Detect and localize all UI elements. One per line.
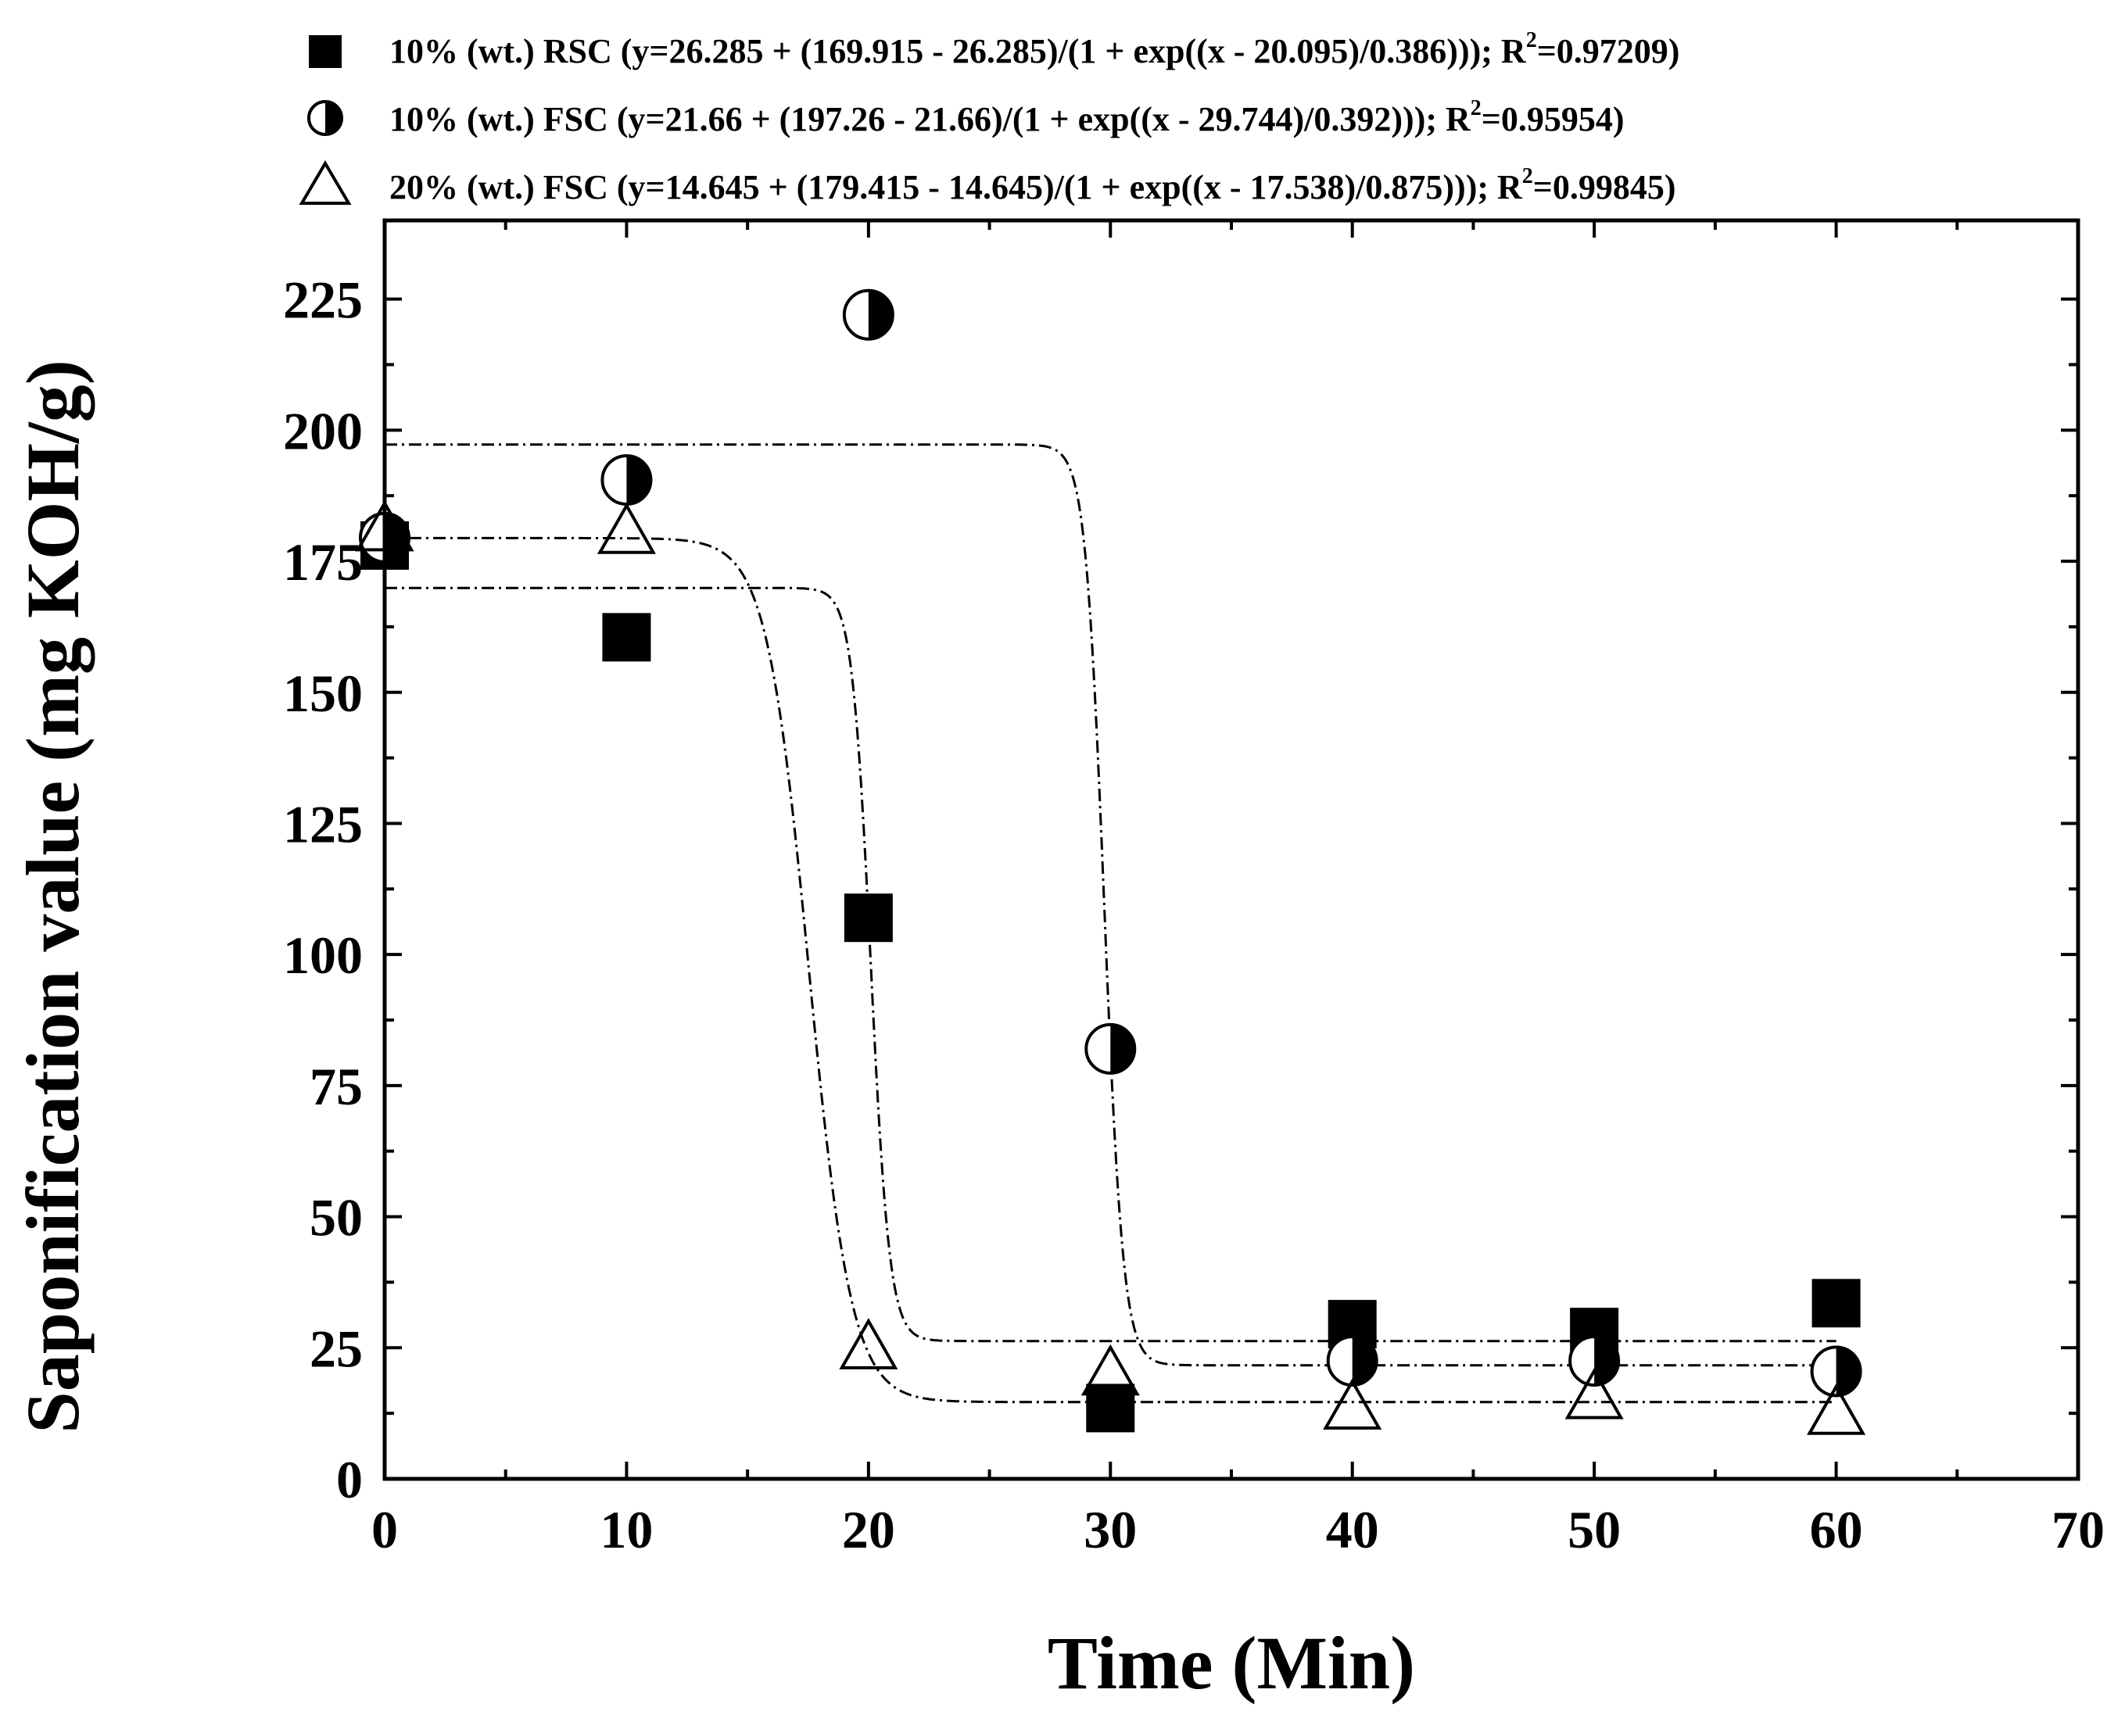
legend-entry-rsc: 10% (wt.) RSC (y=26.285 + (169.915 - 26.…: [309, 28, 1679, 70]
legend-series-name-fsc20: 20% (wt.) FSC: [389, 168, 608, 206]
x-tick-label-60: 60: [1810, 1500, 1863, 1559]
data-point-s2-3-ring: [1084, 1022, 1137, 1075]
legend-label-fsc10: 10% (wt.) FSC (y=21.66 + (197.26 - 21.66…: [389, 96, 1625, 138]
data-point-s1-6: [1811, 1279, 1861, 1328]
data-point-s3-1: [597, 503, 656, 554]
legend-series-name-rsc: 10% (wt.) RSC: [389, 32, 612, 70]
data-point-s1-2: [844, 893, 893, 943]
data-point-s2-4-ring: [1326, 1335, 1378, 1387]
y-tick-label-125: 125: [283, 794, 363, 854]
legend-marker-filled-square: [309, 35, 342, 68]
legend: 10% (wt.) RSC (y=26.285 + (169.915 - 26.…: [299, 28, 1679, 206]
data-points: [355, 288, 1866, 1435]
y-tick-label-225: 225: [283, 270, 363, 330]
y-tick-label-175: 175: [283, 532, 363, 592]
fit-curve-1: [385, 586, 1837, 1343]
y-tick-label-150: 150: [283, 664, 363, 723]
data-point-s3-2: [839, 1318, 898, 1369]
data-point-s2-4-half: [1352, 1337, 1377, 1386]
data-point-s2-3-half: [1110, 1024, 1135, 1073]
legend-r2-fsc10: =0.95954): [1482, 100, 1625, 138]
legend-label-fsc20: 20% (wt.) FSC (y=14.645 + (179.415 - 14.…: [389, 164, 1676, 206]
x-tick-label-50: 50: [1568, 1500, 1621, 1559]
x-tick-label-30: 30: [1084, 1500, 1137, 1559]
data-point-s1-3: [1086, 1383, 1135, 1433]
data-point-s2-2: [842, 288, 894, 341]
data-point-s2-6-ring: [1810, 1345, 1862, 1398]
data-point-s2-5-ring: [1568, 1335, 1621, 1387]
legend-r2-fsc20: =0.99845): [1533, 168, 1676, 206]
y-tick-label-100: 100: [283, 925, 363, 985]
legend-series-name-fsc10: 10% (wt.) FSC: [389, 100, 608, 138]
x-tick-label-70: 70: [2052, 1500, 2105, 1559]
legend-entry-fsc20: 20% (wt.) FSC (y=14.645 + (179.415 - 14.…: [299, 160, 1676, 206]
data-point-s3-5: [1564, 1367, 1624, 1419]
x-tick-label-10: 10: [600, 1500, 653, 1559]
data-point-s2-1: [600, 454, 653, 506]
y-tick-label-50: 50: [310, 1188, 363, 1247]
legend-label-rsc: 10% (wt.) RSC (y=26.285 + (169.915 - 26.…: [389, 28, 1679, 70]
y-tick-label-25: 25: [310, 1319, 363, 1378]
x-tick-label-20: 20: [842, 1500, 895, 1559]
data-point-s2-4: [1326, 1335, 1378, 1387]
fit-curves: [385, 443, 1837, 1404]
x-tick-label-40: 40: [1326, 1500, 1379, 1559]
data-point-s3-4: [1323, 1378, 1382, 1430]
x-tick-label-0: 0: [371, 1500, 398, 1559]
data-point-s2-2-half: [868, 290, 893, 339]
y-tick-label-75: 75: [310, 1057, 363, 1116]
data-point-s2-5: [1568, 1335, 1621, 1387]
data-point-s2-6: [1810, 1345, 1862, 1398]
y-tick-label-0: 0: [336, 1450, 363, 1509]
x-axis-title: Time (Min): [1048, 1621, 1415, 1705]
y-axis-title: Saponification value (mg KOH/g): [11, 360, 95, 1433]
data-point-s3-6: [1807, 1383, 1866, 1435]
data-point-s2-6-half: [1836, 1347, 1861, 1396]
axes: 0 10 20 30 40 50 60 70 0 25 50 75 100 125 150 175 200 225: [283, 218, 2105, 1559]
legend-equation-fsc10: (y=21.66 + (197.26 - 21.66)/(1 + exp((x …: [617, 100, 1471, 138]
legend-equation-rsc: (y=26.285 + (169.915 - 26.285)/(1 + exp(…: [621, 32, 1527, 70]
fit-curve-2: [385, 443, 1837, 1367]
y-tick-label-200: 200: [283, 401, 363, 460]
legend-marker-half-filled-circle: [307, 100, 343, 136]
data-point-s2-5-half: [1594, 1337, 1619, 1386]
data-point-s2-1-half: [626, 456, 651, 505]
data-point-s2-2-ring: [842, 288, 894, 341]
legend-marker-open-triangle: [299, 160, 352, 205]
legend-entry-fsc10: 10% (wt.) FSC (y=21.66 + (197.26 - 21.66…: [307, 96, 1625, 138]
legend-r2-rsc: =0.97209): [1537, 32, 1680, 70]
fit-curve-3: [385, 536, 1837, 1404]
data-point-s3-3: [1080, 1344, 1140, 1396]
legend-equation-fsc20: (y=14.645 + (179.415 - 14.645)/(1 + exp(…: [617, 168, 1523, 206]
data-point-s2-3: [1084, 1022, 1137, 1075]
data-point-s1-1: [602, 613, 651, 662]
